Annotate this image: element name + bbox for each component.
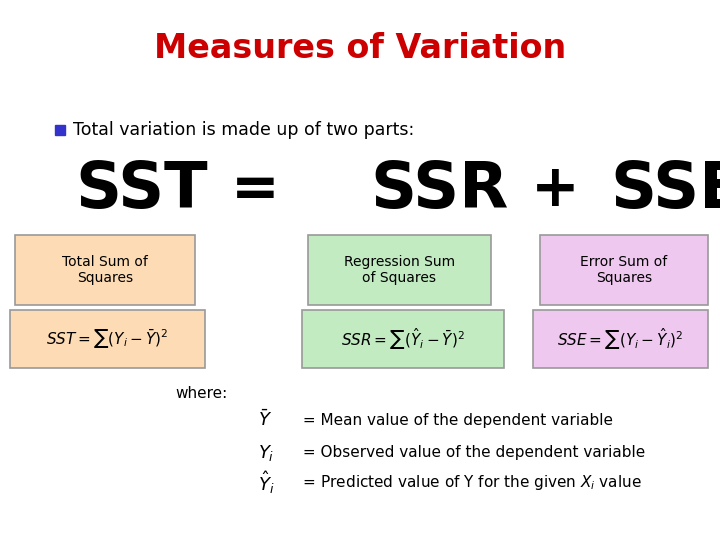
Text: $SSE = \sum(Y_i - \hat{Y}_i)^2$: $SSE = \sum(Y_i - \hat{Y}_i)^2$ [557, 326, 684, 352]
Text: $SSR = \sum(\hat{Y}_i - \bar{Y})^2$: $SSR = \sum(\hat{Y}_i - \bar{Y})^2$ [341, 326, 465, 352]
Text: $\bar{Y}$: $\bar{Y}$ [258, 410, 272, 430]
Text: Total variation is made up of two parts:: Total variation is made up of two parts: [73, 121, 414, 139]
Text: $\hat{Y}_i$: $\hat{Y}_i$ [258, 470, 274, 496]
Text: = Observed value of the dependent variable: = Observed value of the dependent variab… [298, 446, 645, 461]
Text: Regression Sum
of Squares: Regression Sum of Squares [344, 255, 455, 285]
Text: Measures of Variation: Measures of Variation [154, 31, 566, 64]
Text: SST: SST [75, 159, 207, 221]
Text: = Mean value of the dependent variable: = Mean value of the dependent variable [298, 413, 613, 428]
Text: $Y_i$: $Y_i$ [258, 443, 274, 463]
FancyBboxPatch shape [302, 310, 504, 368]
Text: SSR: SSR [370, 159, 508, 221]
FancyBboxPatch shape [15, 235, 195, 305]
Bar [55, 125, 65, 135]
FancyBboxPatch shape [10, 310, 205, 368]
Text: Total Sum of
Squares: Total Sum of Squares [62, 255, 148, 285]
FancyBboxPatch shape [533, 310, 708, 368]
Text: $SST = \sum(Y_i - \bar{Y})^2$: $SST = \sum(Y_i - \bar{Y})^2$ [46, 327, 168, 350]
Text: = Predicted value of Y for the given $X_i$ value: = Predicted value of Y for the given $X_… [298, 474, 642, 492]
Text: SSE: SSE [610, 159, 720, 221]
Text: =: = [230, 161, 279, 219]
FancyBboxPatch shape [308, 235, 491, 305]
Text: where:: where: [175, 386, 228, 401]
Text: +: + [531, 161, 580, 219]
Text: Error Sum of
Squares: Error Sum of Squares [580, 255, 667, 285]
FancyBboxPatch shape [540, 235, 708, 305]
